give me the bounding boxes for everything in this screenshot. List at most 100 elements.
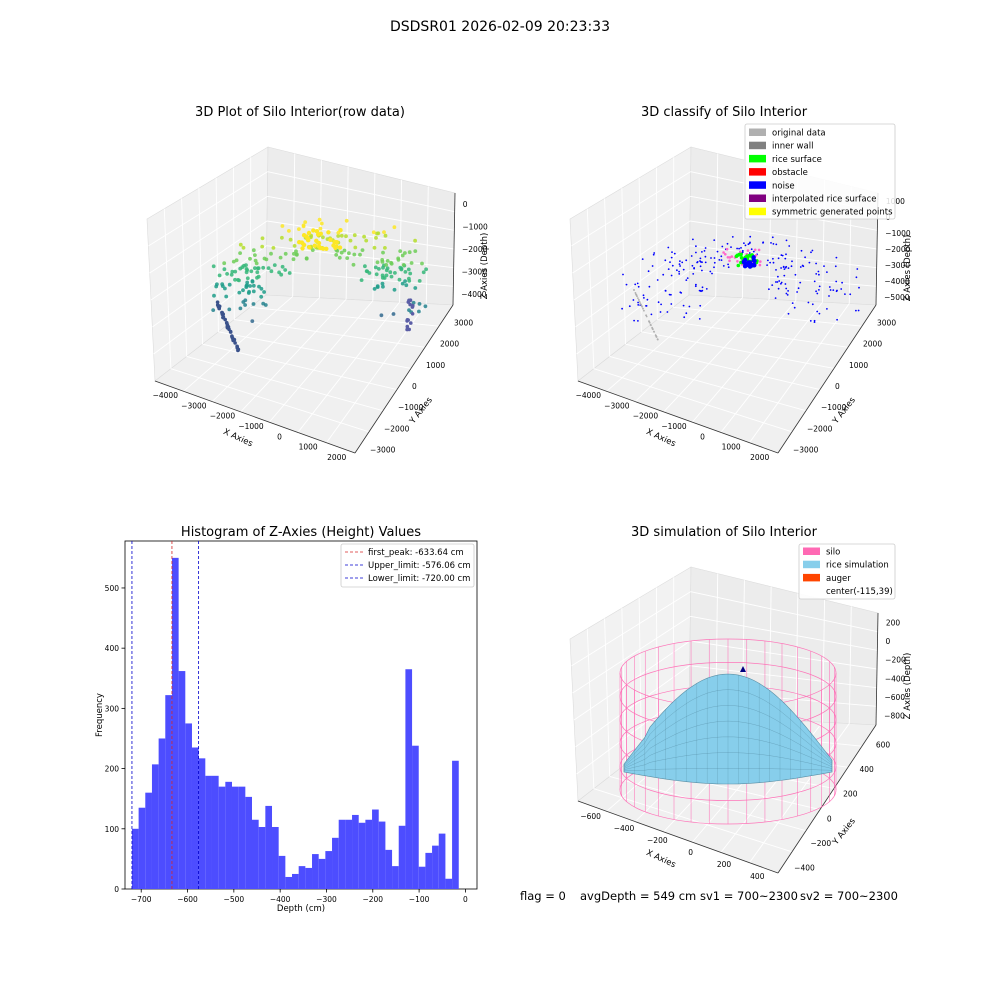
raw-peak-point xyxy=(321,246,326,251)
raw-data-point xyxy=(411,300,416,305)
noise-point xyxy=(742,264,748,269)
noise-point xyxy=(741,251,744,254)
original-data-point xyxy=(640,304,643,307)
raw-grid-line xyxy=(250,306,440,327)
raw-data-point xyxy=(345,256,350,260)
histogram-bar xyxy=(392,866,399,889)
raw-data-point xyxy=(373,265,378,270)
histogram-bar xyxy=(445,878,453,889)
noise-point xyxy=(826,271,828,273)
noise-point xyxy=(787,290,789,292)
raw-data-point xyxy=(241,300,246,304)
noise-point xyxy=(835,256,838,259)
noise-point xyxy=(736,247,738,250)
noise-point xyxy=(679,265,681,267)
raw-data-point xyxy=(389,260,393,265)
raw-data-point xyxy=(241,245,246,250)
raw-z-tick-label: 0 xyxy=(463,200,468,209)
noise-point xyxy=(656,279,659,281)
cls-y-tick-label: 0 xyxy=(835,382,840,391)
raw-data-point xyxy=(344,218,349,223)
sim-y-tick-label: 0 xyxy=(827,814,832,823)
raw-data-point xyxy=(376,231,381,236)
x-tick-label: 0 xyxy=(463,895,468,904)
noise-point xyxy=(788,245,791,247)
raw-data-point xyxy=(259,294,264,299)
raw-data-point xyxy=(227,307,232,312)
cls-grid-line xyxy=(689,220,878,250)
raw-data-point xyxy=(221,315,225,320)
original-data-point xyxy=(635,293,638,296)
noise-point xyxy=(722,265,725,267)
raw-data-point xyxy=(222,261,227,266)
noise-point xyxy=(804,256,806,259)
legend-label: Lower_limit: -720.00 cm xyxy=(368,574,470,584)
cls-z-tick-label: −2000 xyxy=(885,245,911,254)
noise-point xyxy=(731,236,734,238)
panel-histogram: Histogram of Z-Axies (Height) Values −70… xyxy=(95,525,478,914)
simulation-surface-layer xyxy=(619,638,837,825)
raw-data-point xyxy=(342,248,347,253)
interpolated-surface-point xyxy=(728,256,732,259)
cls-grid-line xyxy=(606,296,717,392)
legend-swatch xyxy=(749,181,766,189)
noise-point xyxy=(823,265,825,267)
noise-point xyxy=(636,282,639,285)
interpolated-surface-point xyxy=(726,255,730,259)
interpolated-surface-point xyxy=(759,260,762,263)
cls-grid-line xyxy=(657,319,849,348)
noise-point xyxy=(829,289,832,291)
noise-point xyxy=(671,264,674,267)
raw-data-point xyxy=(407,279,412,283)
histogram-legend: first_peak: -633.64 cm Upper_limit: -576.… xyxy=(340,543,475,588)
raw-data-point xyxy=(215,282,219,287)
histogram-bar xyxy=(292,873,299,889)
legend-label: rice surface xyxy=(772,155,822,165)
noise-point xyxy=(783,268,786,270)
noise-point xyxy=(751,255,756,260)
sim-z-tick-label: −600 xyxy=(885,693,906,702)
raw-data-point xyxy=(380,259,385,264)
rice-surface-point xyxy=(735,253,740,258)
noise-point xyxy=(659,311,662,313)
raw-data-point xyxy=(211,308,216,312)
original-data-point xyxy=(651,328,654,330)
noise-point xyxy=(664,290,667,292)
histogram-ticks: −700 −600 −500 −400 −300 −200 −100 0 0 100 200 300 4… xyxy=(105,584,468,904)
noise-point xyxy=(858,286,860,289)
raw-data-point xyxy=(248,256,252,261)
interpolated-surface-point xyxy=(722,251,725,254)
noise-point xyxy=(667,268,670,270)
noise-point xyxy=(662,273,665,276)
interpolated-surface-point xyxy=(746,249,750,252)
noise-point xyxy=(796,291,798,293)
raw-data-point xyxy=(377,267,381,271)
histogram-bar xyxy=(258,826,266,889)
histogram-bar xyxy=(345,819,353,889)
legend-frame xyxy=(744,123,896,220)
raw-data-point xyxy=(352,252,357,257)
sim-x-tick-label: 200 xyxy=(717,860,732,869)
sim-grid-line xyxy=(689,665,877,689)
noise-point xyxy=(632,299,635,301)
noise-point xyxy=(780,282,782,285)
raw-data-point xyxy=(365,269,370,274)
raw-grid-line xyxy=(267,195,455,231)
raw-z-axis-label: Z Axies (Depth) xyxy=(480,233,490,300)
raw-data-point xyxy=(380,281,385,286)
raw-data-point xyxy=(245,280,250,285)
raw-data-point xyxy=(238,251,243,256)
raw-data-point xyxy=(398,249,403,254)
noise-point xyxy=(844,293,846,295)
cls-grid-line xyxy=(575,245,690,328)
noise-point xyxy=(856,268,859,270)
noise-point xyxy=(633,319,635,322)
raw-data-point xyxy=(280,235,284,240)
cls-z-tick-label: −3000 xyxy=(885,261,911,270)
raw-data-point xyxy=(363,264,367,269)
raw-data-point xyxy=(351,262,356,267)
noise-point xyxy=(816,292,819,295)
raw-data-point xyxy=(224,321,229,325)
noise-point xyxy=(813,280,816,283)
sim-y-tick-label: −400 xyxy=(794,864,815,873)
